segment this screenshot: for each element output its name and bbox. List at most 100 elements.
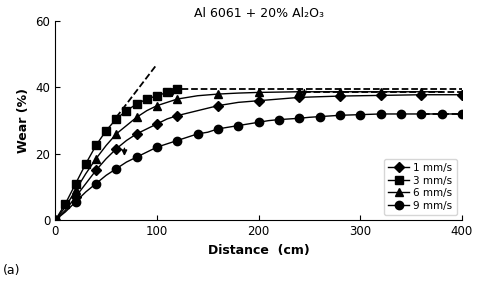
1 mm/s	[154, 122, 160, 126]
6 mm/s	[164, 101, 170, 104]
9 mm/s	[368, 113, 373, 116]
9 mm/s	[134, 155, 140, 159]
9 mm/s	[307, 116, 312, 119]
Line: 1 mm/s: 1 mm/s	[52, 91, 466, 224]
1 mm/s	[134, 132, 140, 136]
Line: 3 mm/s: 3 mm/s	[51, 85, 181, 224]
1 mm/s	[419, 93, 424, 97]
1 mm/s	[93, 168, 99, 172]
9 mm/s	[123, 160, 129, 164]
1 mm/s	[123, 139, 129, 142]
6 mm/s	[174, 97, 180, 101]
9 mm/s	[154, 145, 160, 149]
9 mm/s	[144, 150, 150, 154]
9 mm/s	[215, 127, 221, 131]
9 mm/s	[286, 117, 292, 121]
Title: Al 6061 + 20% Al₂O₃: Al 6061 + 20% Al₂O₃	[193, 7, 324, 20]
Line: 6 mm/s: 6 mm/s	[51, 88, 446, 224]
Text: (a): (a)	[2, 264, 20, 277]
6 mm/s	[297, 90, 302, 93]
9 mm/s	[398, 112, 404, 116]
6 mm/s	[62, 205, 68, 209]
1 mm/s	[235, 101, 241, 104]
9 mm/s	[174, 139, 180, 142]
6 mm/s	[103, 144, 109, 147]
9 mm/s	[164, 142, 170, 146]
9 mm/s	[347, 113, 353, 117]
1 mm/s	[62, 208, 68, 212]
6 mm/s	[419, 90, 424, 93]
3 mm/s	[103, 129, 109, 132]
1 mm/s	[358, 94, 363, 97]
1 mm/s	[459, 93, 465, 97]
9 mm/s	[419, 112, 424, 116]
1 mm/s	[378, 94, 384, 97]
9 mm/s	[225, 125, 231, 129]
6 mm/s	[398, 90, 404, 93]
9 mm/s	[103, 174, 109, 177]
6 mm/s	[113, 132, 119, 136]
1 mm/s	[144, 127, 150, 131]
6 mm/s	[52, 218, 58, 222]
1 mm/s	[337, 94, 343, 98]
3 mm/s	[93, 144, 99, 147]
9 mm/s	[297, 116, 302, 120]
Y-axis label: Wear (%): Wear (%)	[17, 88, 30, 153]
9 mm/s	[195, 132, 201, 136]
1 mm/s	[164, 117, 170, 121]
6 mm/s	[439, 90, 444, 93]
6 mm/s	[83, 172, 89, 175]
6 mm/s	[317, 90, 323, 93]
1 mm/s	[113, 147, 119, 151]
1 mm/s	[276, 97, 282, 101]
Line: 9 mm/s: 9 mm/s	[51, 110, 466, 224]
9 mm/s	[185, 136, 191, 139]
1 mm/s	[398, 93, 404, 97]
1 mm/s	[73, 195, 79, 199]
1 mm/s	[297, 96, 302, 99]
6 mm/s	[123, 124, 129, 127]
6 mm/s	[195, 94, 201, 97]
9 mm/s	[378, 112, 384, 116]
1 mm/s	[317, 95, 323, 99]
6 mm/s	[154, 104, 160, 108]
1 mm/s	[215, 104, 221, 108]
3 mm/s	[52, 218, 58, 222]
6 mm/s	[144, 109, 150, 112]
9 mm/s	[388, 112, 394, 116]
1 mm/s	[174, 114, 180, 117]
9 mm/s	[317, 115, 323, 118]
6 mm/s	[134, 116, 140, 119]
3 mm/s	[62, 202, 68, 205]
9 mm/s	[235, 124, 241, 127]
9 mm/s	[449, 112, 455, 116]
3 mm/s	[83, 162, 89, 166]
6 mm/s	[256, 91, 262, 94]
Legend: 1 mm/s, 3 mm/s, 6 mm/s, 9 mm/s: 1 mm/s, 3 mm/s, 6 mm/s, 9 mm/s	[384, 159, 457, 215]
3 mm/s	[73, 182, 79, 185]
6 mm/s	[235, 91, 241, 95]
1 mm/s	[439, 93, 444, 97]
3 mm/s	[154, 94, 160, 97]
6 mm/s	[378, 90, 384, 93]
6 mm/s	[276, 90, 282, 94]
9 mm/s	[276, 118, 282, 121]
9 mm/s	[358, 113, 363, 116]
1 mm/s	[52, 218, 58, 222]
9 mm/s	[246, 122, 252, 126]
6 mm/s	[73, 188, 79, 192]
9 mm/s	[73, 200, 79, 203]
1 mm/s	[195, 109, 201, 112]
9 mm/s	[459, 112, 465, 116]
9 mm/s	[327, 114, 333, 118]
1 mm/s	[83, 182, 89, 185]
9 mm/s	[439, 112, 444, 116]
9 mm/s	[93, 182, 99, 185]
3 mm/s	[174, 87, 180, 91]
9 mm/s	[62, 210, 68, 214]
3 mm/s	[134, 102, 140, 106]
9 mm/s	[83, 190, 89, 194]
3 mm/s	[164, 91, 170, 94]
6 mm/s	[93, 157, 99, 160]
3 mm/s	[144, 97, 150, 101]
